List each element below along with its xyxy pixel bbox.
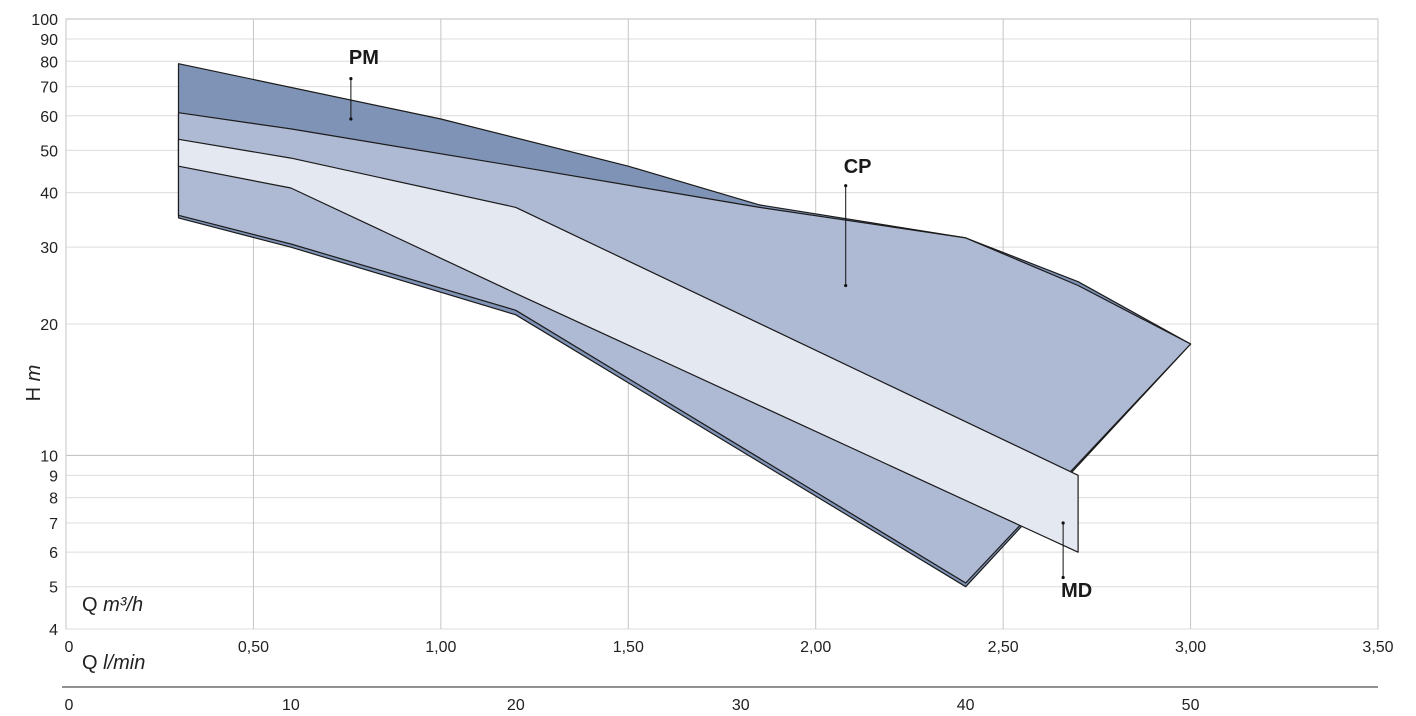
y-axis-label: H m [23, 365, 45, 402]
x2-tick-label: 0 [65, 697, 74, 714]
series-label-pm: PM [349, 47, 379, 69]
leader-dot [1061, 521, 1065, 525]
y-tick-label: 5 [49, 580, 58, 597]
x-axis-primary-label: Q m³/h [82, 594, 143, 616]
y-axis-ticks: 4 5 6 7 8 9 10 20 30 40 50 60 70 80 90 100 [31, 12, 58, 639]
series-labels: PM CP MD [349, 47, 1092, 602]
x2-tick-label: 20 [507, 697, 525, 714]
x-tick-label: 3,00 [1175, 639, 1206, 656]
y-tick-label: 4 [49, 622, 58, 639]
y-tick-label: 8 [49, 491, 58, 508]
y-tick-label: 6 [49, 545, 58, 562]
x-tick-label: 0 [65, 639, 74, 656]
x-tick-label: 3,50 [1362, 639, 1393, 656]
y-tick-label: 20 [40, 317, 58, 334]
series-label-cp: CP [844, 156, 872, 178]
leader-dot [349, 117, 353, 121]
area-md [177, 138, 1079, 553]
x-tick-label: 2,50 [988, 639, 1019, 656]
y-tick-label: 40 [40, 186, 58, 203]
x-axis-secondary-label: Q l/min [82, 652, 145, 674]
x-tick-label: 0,50 [238, 639, 269, 656]
y-tick-label: 80 [40, 54, 58, 71]
x-tick-label: 1,50 [613, 639, 644, 656]
y-tick-label: 70 [40, 80, 58, 97]
x2-tick-label: 40 [957, 697, 975, 714]
x2-tick-label: 30 [732, 697, 750, 714]
y-tick-label: 30 [40, 240, 58, 257]
x2-tick-label: 50 [1182, 697, 1200, 714]
y-tick-label: 9 [49, 468, 58, 485]
y-tick-label: 60 [40, 109, 58, 126]
y-tick-label: 7 [49, 516, 58, 533]
y-tick-label: 100 [31, 12, 58, 29]
performance-areas [177, 63, 1192, 588]
x-tick-label: 2,00 [800, 639, 831, 656]
leader-dot [349, 77, 353, 81]
leader-dot [844, 283, 848, 288]
x-axis-secondary: 0 10 20 30 40 50 [62, 686, 1378, 714]
y-tick-label: 10 [40, 448, 58, 465]
y-tick-label: 50 [40, 143, 58, 160]
y-tick-label: 90 [40, 32, 58, 49]
series-label-md: MD [1061, 580, 1092, 602]
x2-tick-label: 10 [282, 697, 300, 714]
x-tick-label: 1,00 [425, 639, 456, 656]
leader-dot [1061, 575, 1065, 580]
leader-dot [844, 184, 848, 188]
x-axis-primary-ticks: 0 0,50 1,00 1,50 2,00 2,50 3,00 3,50 [65, 639, 1394, 656]
